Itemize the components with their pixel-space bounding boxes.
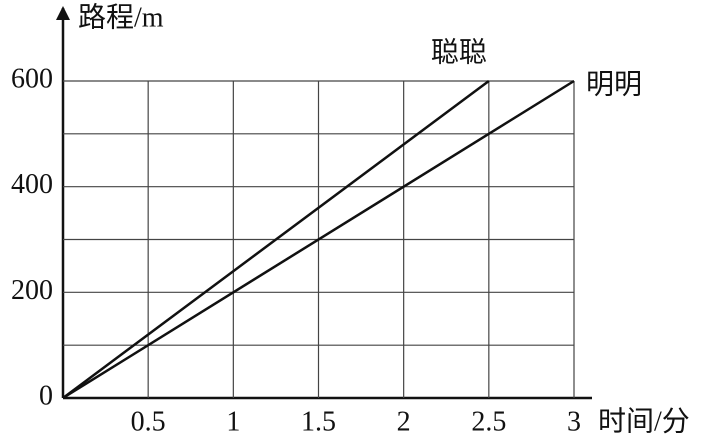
y-axis-arrow [56,6,70,20]
x-tick-label: 0.5 [131,406,166,437]
x-tick-label: 2 [397,406,411,437]
y-tick-label: 200 [11,275,53,306]
x-tick-label: 3 [567,406,581,437]
series-label: 聪聪 [431,36,487,68]
line [62,79,575,400]
x-tick-label: 2.5 [471,406,506,437]
x-axis-label: 时间/分 [598,405,690,437]
series-label: 明明 [586,69,642,100]
line [62,79,490,400]
x-tick-label: 1.5 [301,406,336,437]
y-tick-label: 0 [39,380,53,411]
x-tick-label: 1 [226,406,240,437]
y-tick-label: 600 [11,63,53,94]
y-tick-label: 400 [11,169,53,200]
y-axis-label: 路程/m [78,1,164,33]
